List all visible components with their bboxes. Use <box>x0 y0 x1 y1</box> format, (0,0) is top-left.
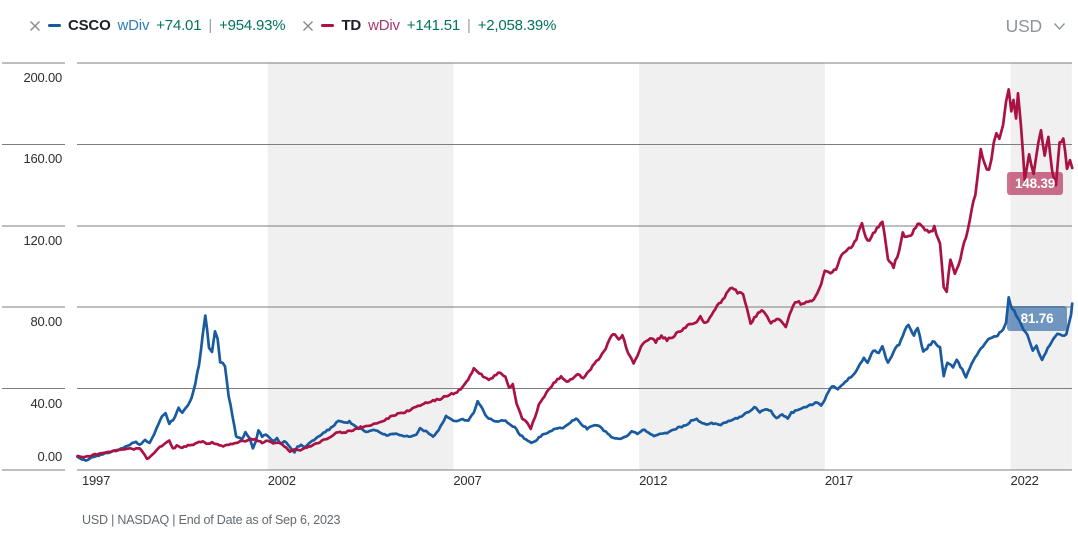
period-band <box>639 63 825 471</box>
csco-price-line <box>76 295 1074 462</box>
legend-separator: | <box>467 17 471 34</box>
td-last-price-badge: 148.39 <box>1007 172 1063 196</box>
chevron-down-icon <box>1053 23 1066 31</box>
x-remove-icon <box>302 20 313 31</box>
legend-separator: | <box>208 17 213 34</box>
currency-selector[interactable]: USD <box>1006 16 1066 37</box>
td-price-line <box>76 88 1074 461</box>
x-tick-label: 2002 <box>267 473 296 488</box>
chart-legend: CSCO wDiv +74.01 | +954.93% TD wDiv +141… <box>28 17 556 34</box>
td-wdiv-toggle[interactable]: wDiv <box>368 17 400 34</box>
td-series-swatch <box>321 23 335 28</box>
y-tick-label: 80.00 <box>30 314 62 330</box>
x-tick-label: 2022 <box>1010 473 1039 488</box>
csco-symbol-label: CSCO <box>68 17 111 34</box>
csco-last-price-badge: 81.76 <box>1007 305 1067 331</box>
legend-item-csco: CSCO wDiv +74.01 | +954.93% <box>28 17 286 34</box>
remove-td-button[interactable] <box>301 19 314 32</box>
x-tick-label: 2012 <box>639 473 668 488</box>
x-tick-label: 1997 <box>82 473 111 488</box>
csco-wdiv-toggle[interactable]: wDiv <box>117 17 150 34</box>
period-band <box>267 63 454 471</box>
chart-footnote: USD | NASDAQ | End of Date as of Sep 6, … <box>82 513 341 527</box>
csco-change-percent: +954.93% <box>219 17 286 34</box>
csco-series-swatch <box>48 23 61 28</box>
csco-change-value: +74.01 <box>156 17 202 34</box>
x-remove-icon <box>29 20 40 31</box>
y-tick-label: 0.00 <box>37 449 62 464</box>
y-tick-label: 160.00 <box>23 151 62 167</box>
td-symbol-label: TD <box>341 17 362 34</box>
y-tick-label: 40.00 <box>30 395 62 411</box>
y-tick-label: 120.00 <box>23 232 62 248</box>
td-change-percent: +2,058.39% <box>477 17 557 34</box>
legend-item-td: TD wDiv +141.51 | +2,058.39% <box>301 17 556 34</box>
x-tick-label: 2017 <box>824 473 853 488</box>
y-tick-label: 200.00 <box>23 70 62 85</box>
x-tick-label: 2007 <box>453 473 482 488</box>
currency-label: USD <box>1005 16 1043 36</box>
td-change-value: +141.51 <box>406 17 461 34</box>
remove-csco-button[interactable] <box>28 19 41 32</box>
